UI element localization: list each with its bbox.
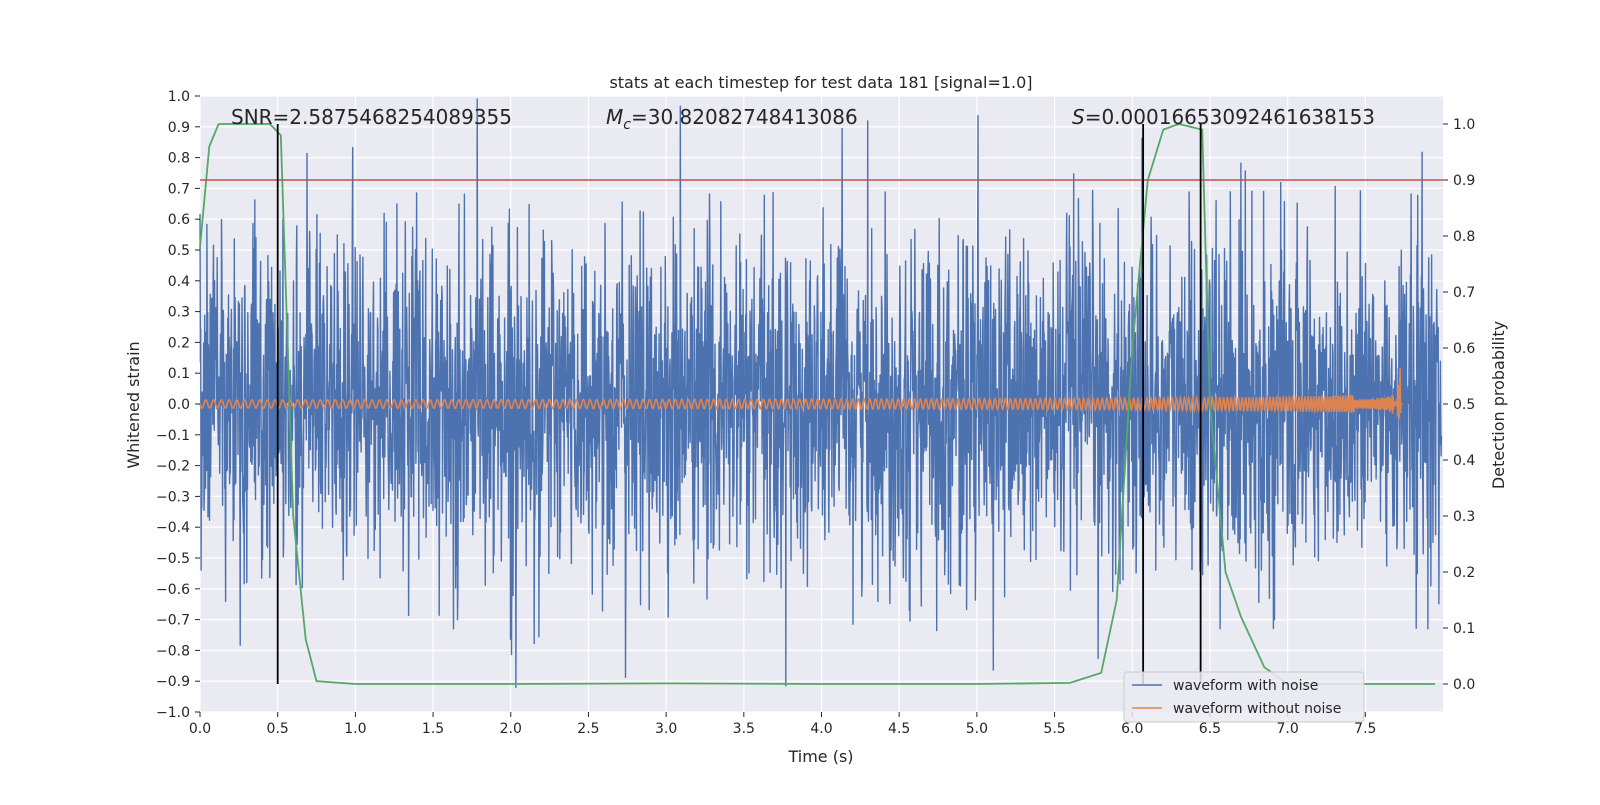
legend-label-noise: waveform with noise [1173, 678, 1318, 694]
x-tick-label: 4.0 [810, 721, 832, 737]
y-tick-label-right: 0.9 [1453, 173, 1475, 189]
x-tick-label: 4.5 [888, 721, 910, 737]
x-tick-label: 0.5 [267, 721, 289, 737]
annotation-snr: SNR=2.5875468254089355 [231, 105, 512, 129]
legend-box [1123, 671, 1365, 723]
annotation-chirp-mass-subscript: c [623, 117, 631, 133]
annotation-chirp-mass: Mc=30.82082748413086 [606, 105, 858, 133]
annotation-chirp-mass-value: =30.82082748413086 [631, 105, 858, 129]
noise-trace [199, 98, 1443, 689]
y-tick-label-right: 1.0 [1453, 117, 1475, 133]
y-tick-label-right: 0.0 [1453, 677, 1475, 693]
legend: waveform with noise waveform without noi… [1123, 671, 1365, 723]
x-tick-label: 7.0 [1276, 721, 1298, 737]
y-tick-label-left: 0.1 [168, 366, 190, 382]
y-tick-label-left: 1.0 [168, 89, 190, 105]
y-tick-label-left: −0.2 [156, 459, 190, 475]
y-tick-label-left: −0.7 [156, 613, 190, 629]
y-tick-label-right: 0.8 [1453, 229, 1475, 245]
y-tick-label-right: 0.1 [1453, 621, 1475, 637]
y-tick-label-right: 0.4 [1453, 453, 1475, 469]
x-tick-label: 3.5 [733, 721, 755, 737]
annotation-s: S=0.00016653092461638153 [1072, 105, 1375, 129]
x-tick-label: 1.0 [344, 721, 366, 737]
y-tick-label-left: 0.0 [168, 397, 190, 413]
legend-label-clean: waveform without noise [1173, 701, 1341, 717]
y-axis-label-left: Whitened strain [124, 341, 143, 468]
chart-title: stats at each timestep for test data 181… [609, 73, 1032, 92]
y-axis-label-right: Detection probability [1489, 321, 1508, 489]
series-waveform-without-noise [199, 368, 1403, 420]
series-waveform-with-noise [199, 98, 1443, 689]
x-tick-label: 7.5 [1354, 721, 1376, 737]
x-tick-label: 5.5 [1043, 721, 1065, 737]
series-detection-probability [199, 123, 1443, 685]
y-tick-label-left: 0.7 [168, 181, 190, 197]
x-tick-label: 0.0 [189, 721, 211, 737]
y-tick-label-left: 0.6 [168, 212, 190, 228]
annotation-s-value: =0.00016653092461638153 [1085, 105, 1375, 129]
y-tick-label-left: 0.5 [168, 243, 190, 259]
x-tick-label: 1.5 [422, 721, 444, 737]
x-tick-label: 6.5 [1199, 721, 1221, 737]
ticks: 0.0 0.5 1.0 1.5 2.0 2.5 3.0 3.5 4.0 4.5 5.0 5.5 6.0 6… [156, 89, 1475, 737]
y-tick-label-right: 0.5 [1453, 397, 1475, 413]
annotation-s-symbol: S [1072, 105, 1085, 129]
y-tick-label-left: −0.8 [156, 643, 190, 659]
x-axis-label: Time (s) [787, 747, 853, 766]
marker-lines [276, 124, 1202, 684]
y-tick-label-left: −0.3 [156, 489, 190, 505]
y-tick-label-right: 0.6 [1453, 341, 1475, 357]
y-tick-label-left: 0.4 [168, 274, 190, 290]
y-tick-label-right: 0.3 [1453, 509, 1475, 525]
y-tick-label-right: 0.7 [1453, 285, 1475, 301]
y-tick-label-left: −0.1 [156, 428, 190, 444]
x-tick-label: 6.0 [1121, 721, 1143, 737]
y-tick-label-left: −1.0 [156, 705, 190, 721]
y-tick-label-left: 0.3 [168, 305, 190, 321]
x-tick-label: 2.0 [500, 721, 522, 737]
y-tick-label-left: 0.2 [168, 335, 190, 351]
y-tick-label-left: −0.4 [156, 520, 190, 536]
y-tick-label-left: −0.5 [156, 551, 190, 567]
y-tick-label-left: −0.9 [156, 674, 190, 690]
probability-trace [199, 123, 1436, 685]
x-tick-label: 2.5 [577, 721, 599, 737]
x-tick-label: 3.0 [655, 721, 677, 737]
x-tick-label: 5.0 [966, 721, 988, 737]
y-tick-label-left: 0.9 [168, 120, 190, 136]
y-tick-label-left: −0.6 [156, 582, 190, 598]
y-tick-label-right: 0.2 [1453, 565, 1475, 581]
clean-trace [199, 368, 1403, 420]
annotation-chirp-mass-symbol: M [606, 105, 623, 129]
y-tick-label-left: 0.8 [168, 151, 190, 167]
